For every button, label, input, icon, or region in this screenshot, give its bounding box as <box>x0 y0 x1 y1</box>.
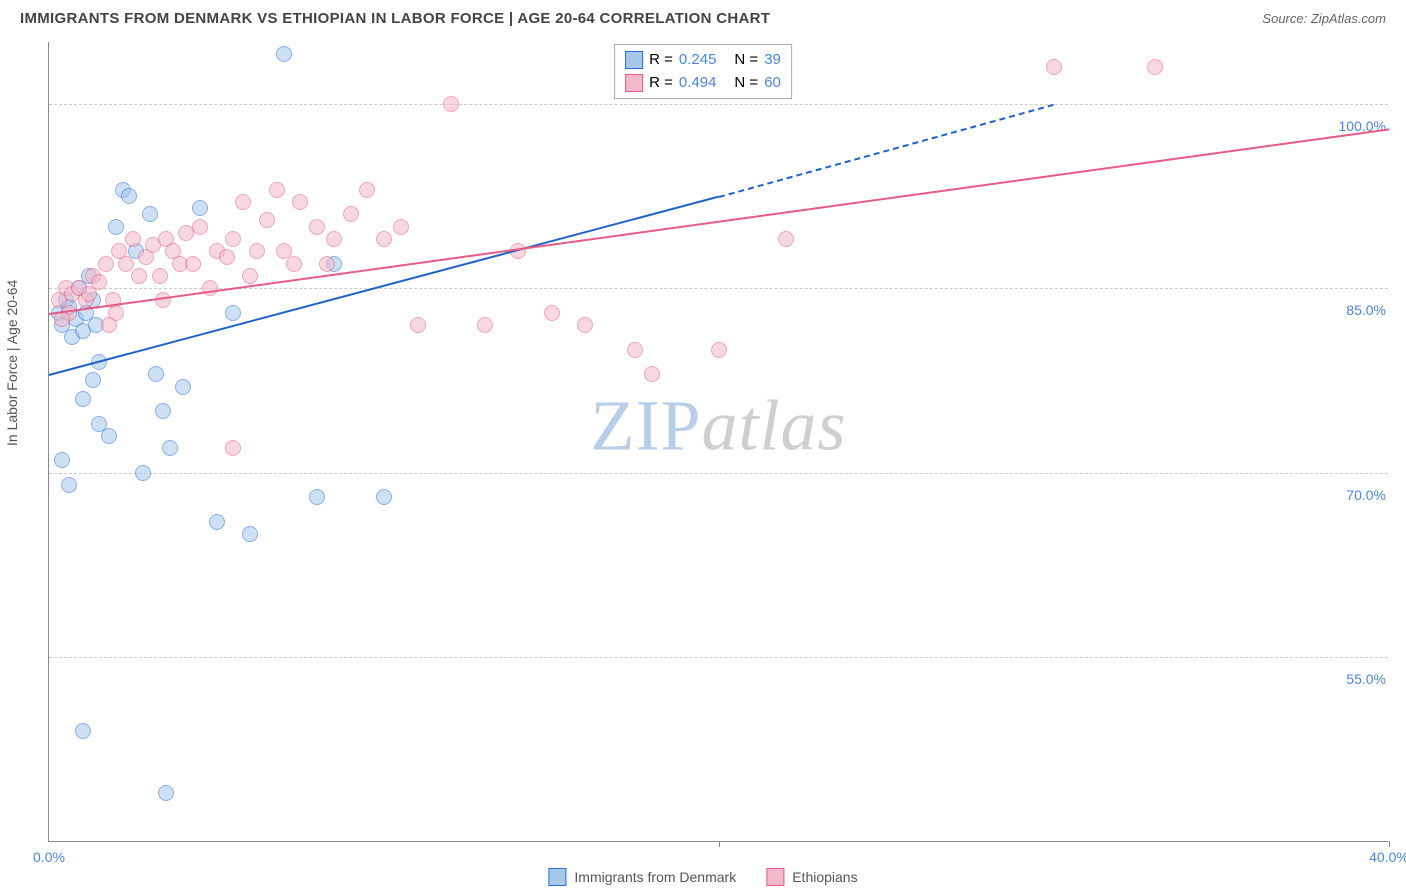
data-point <box>1046 59 1062 75</box>
data-point <box>242 268 258 284</box>
data-point <box>98 256 114 272</box>
x-tick-mark <box>719 841 720 847</box>
y-axis-title: In Labor Force | Age 20-64 <box>4 280 20 446</box>
data-point <box>292 194 308 210</box>
data-point <box>85 372 101 388</box>
data-point <box>108 219 124 235</box>
trend-line <box>719 104 1055 198</box>
data-point <box>185 256 201 272</box>
data-point <box>192 219 208 235</box>
data-point <box>544 305 560 321</box>
data-point <box>135 465 151 481</box>
x-tick-mark <box>1389 841 1390 847</box>
data-point <box>131 268 147 284</box>
series-legend: Immigrants from Denmark Ethiopians <box>540 868 865 886</box>
data-point <box>81 286 97 302</box>
data-point <box>443 96 459 112</box>
x-tick-label: 40.0% <box>1369 849 1406 865</box>
data-point <box>155 403 171 419</box>
data-point <box>477 317 493 333</box>
data-point <box>1147 59 1163 75</box>
trend-line <box>49 196 720 376</box>
data-point <box>249 243 265 259</box>
data-point <box>61 477 77 493</box>
data-point <box>118 256 134 272</box>
data-point <box>101 317 117 333</box>
data-point <box>343 206 359 222</box>
data-point <box>101 428 117 444</box>
data-point <box>175 379 191 395</box>
gridline <box>49 473 1388 474</box>
data-point <box>286 256 302 272</box>
data-point <box>309 489 325 505</box>
data-point <box>326 231 342 247</box>
data-point <box>75 391 91 407</box>
data-point <box>242 526 258 542</box>
legend-row: R = 0.494N = 60 <box>625 72 781 95</box>
legend-item: Immigrants from Denmark <box>548 868 736 886</box>
data-point <box>225 440 241 456</box>
data-point <box>319 256 335 272</box>
data-point <box>152 268 168 284</box>
data-point <box>54 452 70 468</box>
gridline <box>49 104 1388 105</box>
y-tick-label: 85.0% <box>1342 302 1390 318</box>
data-point <box>121 188 137 204</box>
y-tick-label: 55.0% <box>1342 671 1390 687</box>
chart-source: Source: ZipAtlas.com <box>1262 11 1386 26</box>
correlation-legend: R = 0.245N = 39R = 0.494N = 60 <box>614 44 792 99</box>
data-point <box>711 342 727 358</box>
data-point <box>75 723 91 739</box>
watermark: ZIPatlas <box>590 384 846 467</box>
data-point <box>158 785 174 801</box>
data-point <box>376 231 392 247</box>
data-point <box>225 231 241 247</box>
data-point <box>225 305 241 321</box>
data-point <box>393 219 409 235</box>
data-point <box>259 212 275 228</box>
data-point <box>276 46 292 62</box>
legend-row: R = 0.245N = 39 <box>625 49 781 72</box>
x-tick-label: 0.0% <box>33 849 65 865</box>
legend-item: Ethiopians <box>766 868 857 886</box>
data-point <box>410 317 426 333</box>
y-tick-label: 70.0% <box>1342 487 1390 503</box>
data-point <box>627 342 643 358</box>
data-point <box>125 231 141 247</box>
trend-line <box>49 128 1389 315</box>
data-point <box>644 366 660 382</box>
chart-title: IMMIGRANTS FROM DENMARK VS ETHIOPIAN IN … <box>20 10 770 27</box>
gridline <box>49 657 1388 658</box>
data-point <box>269 182 285 198</box>
data-point <box>202 280 218 296</box>
data-point <box>219 249 235 265</box>
data-point <box>209 514 225 530</box>
data-point <box>148 366 164 382</box>
data-point <box>235 194 251 210</box>
data-point <box>778 231 794 247</box>
data-point <box>192 200 208 216</box>
data-point <box>162 440 178 456</box>
scatter-chart: ZIPatlas 55.0%70.0%85.0%100.0%0.0%40.0% <box>48 42 1388 842</box>
data-point <box>309 219 325 235</box>
data-point <box>376 489 392 505</box>
data-point <box>577 317 593 333</box>
data-point <box>155 292 171 308</box>
data-point <box>359 182 375 198</box>
data-point <box>142 206 158 222</box>
gridline <box>49 288 1388 289</box>
